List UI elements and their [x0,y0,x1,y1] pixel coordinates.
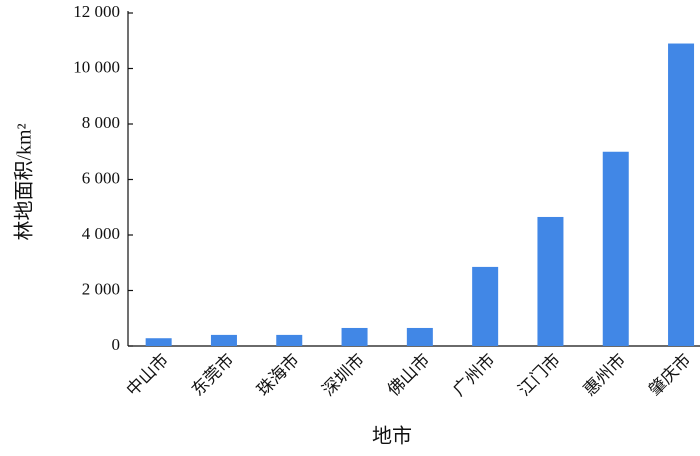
bar [472,266,499,346]
x-tick-label: 珠海市 [253,350,302,399]
y-tick-label: 8 000 [82,113,120,132]
bar [145,338,172,346]
y-tick-label: 12 000 [73,2,120,21]
x-axis-label: 地市 [372,425,412,448]
x-tick-label: 深圳市 [319,350,368,399]
y-tick-label: 2 000 [82,279,120,298]
y-tick-label: 4 000 [82,224,120,243]
bar [341,327,368,346]
x-tick-label: 中山市 [123,350,172,399]
bar [406,327,433,346]
x-tick-label: 肇庆市 [645,350,694,399]
bar [210,334,237,346]
bar [276,334,303,346]
x-tick-label: 惠州市 [580,350,629,399]
x-tick-label: 佛山市 [384,350,433,399]
bar [602,151,629,346]
y-axis-label: 林地面积/km² [13,123,36,240]
y-tick-label: 10 000 [73,57,120,76]
x-tick-label: 东莞市 [188,350,237,399]
bar [668,43,695,347]
y-tick-label: 6 000 [82,168,120,187]
x-tick-label: 江门市 [515,350,564,399]
x-tick-label: 广州市 [449,350,498,399]
y-tick-label: 0 [112,335,121,354]
bar [537,216,564,346]
